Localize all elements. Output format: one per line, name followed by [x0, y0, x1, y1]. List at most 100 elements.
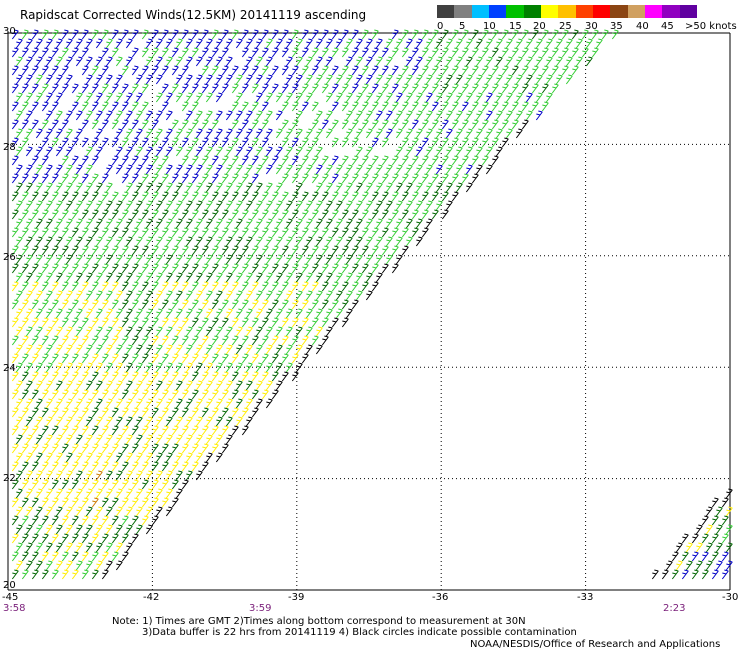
wind-barb	[151, 281, 159, 292]
wind-barb	[325, 326, 333, 337]
wind-barb	[75, 182, 83, 193]
wind-barb	[255, 380, 263, 391]
wind-barb	[25, 128, 33, 139]
wind-barb	[115, 38, 123, 49]
wind-barb	[215, 218, 223, 229]
wind-barb	[201, 29, 209, 40]
wind-barb	[165, 128, 173, 139]
wind-barb	[251, 65, 259, 76]
wind-barb	[111, 209, 119, 220]
wind-barb	[145, 200, 153, 211]
wind-barb	[205, 182, 213, 193]
wind-barb	[711, 515, 719, 526]
wind-barb	[51, 209, 59, 220]
wind-barb	[405, 110, 413, 121]
wind-barb	[391, 263, 399, 274]
wind-barb	[85, 542, 93, 553]
wind-barb	[261, 29, 269, 40]
wind-barb	[401, 83, 409, 94]
wind-barb	[105, 254, 113, 265]
wind-barb	[165, 398, 173, 409]
wind-barb	[85, 290, 93, 301]
wind-barb	[145, 344, 153, 355]
wind-barb	[231, 263, 239, 274]
wind-barb	[101, 191, 109, 202]
wind-barb	[11, 569, 19, 580]
wind-barb	[395, 254, 403, 265]
wind-barb	[365, 146, 373, 157]
wind-barb	[175, 164, 183, 175]
wind-barb	[105, 92, 113, 103]
wind-barb	[341, 299, 349, 310]
wind-barb	[375, 218, 383, 229]
wind-barb	[35, 416, 43, 427]
wind-barb	[41, 317, 49, 328]
wind-barb	[25, 254, 33, 265]
wind-barb	[445, 110, 453, 121]
wind-barb	[71, 191, 79, 202]
wind-barb	[65, 272, 73, 283]
wind-barb	[181, 119, 189, 130]
wind-barb	[65, 470, 73, 481]
wind-barb	[251, 407, 259, 418]
wind-barb	[155, 236, 163, 247]
wind-barb	[255, 164, 263, 175]
wind-barb	[101, 515, 109, 526]
wind-barb	[261, 299, 269, 310]
wind-barb	[75, 110, 83, 121]
wind-barb	[425, 74, 433, 85]
wind-barb	[515, 74, 523, 85]
wind-barb	[11, 335, 19, 346]
wind-barb	[235, 362, 243, 373]
wind-barb	[245, 308, 253, 319]
wind-barb	[31, 479, 39, 490]
lon-label-39: -39	[288, 592, 305, 603]
wind-barb	[381, 83, 389, 94]
wind-barb	[235, 164, 243, 175]
wind-barb	[125, 398, 133, 409]
wind-barb	[455, 182, 463, 193]
wind-barb	[451, 155, 459, 166]
wind-barb	[75, 254, 83, 265]
wind-barb	[181, 425, 189, 436]
wind-barb	[191, 353, 199, 364]
wind-barb	[355, 128, 363, 139]
wind-barb	[51, 65, 59, 76]
wind-barb	[71, 551, 79, 562]
wind-barb	[551, 65, 559, 76]
wind-barb	[245, 218, 253, 229]
wind-barb	[405, 218, 413, 229]
wind-barb	[31, 83, 39, 94]
wind-barb	[225, 146, 233, 157]
wind-barb	[481, 65, 489, 76]
wind-barb	[31, 299, 39, 310]
wind-barb	[355, 254, 363, 265]
wind-barb	[125, 380, 133, 391]
wind-barb	[115, 308, 123, 319]
wind-barb	[381, 137, 389, 148]
wind-barb	[241, 425, 249, 436]
wind-barb	[21, 119, 29, 130]
wind-barb	[461, 29, 469, 40]
wind-barb	[65, 308, 73, 319]
wind-barb	[455, 128, 463, 139]
wind-barb	[415, 236, 423, 247]
wind-barb	[111, 101, 119, 112]
wind-barb	[211, 353, 219, 364]
wind-barb	[391, 245, 399, 256]
wind-barb	[145, 452, 153, 463]
wind-barb	[125, 128, 133, 139]
wind-barb	[35, 434, 43, 445]
wind-barb	[55, 146, 63, 157]
wind-barb	[445, 92, 453, 103]
wind-barb	[141, 425, 149, 436]
wind-barb	[291, 263, 299, 274]
wind-barb	[251, 155, 259, 166]
wind-barb	[111, 245, 119, 256]
wind-barb	[41, 371, 49, 382]
wind-barb	[471, 119, 479, 130]
wind-barb	[15, 290, 23, 301]
wind-barb	[141, 119, 149, 130]
wind-barb	[205, 92, 213, 103]
wind-barb	[475, 56, 483, 67]
